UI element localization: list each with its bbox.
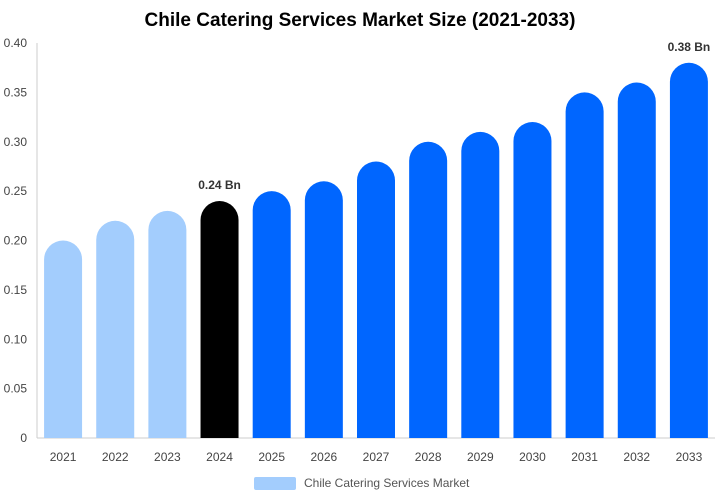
x-tick-label: 2029 [467, 450, 494, 464]
bar-2032[interactable] [617, 82, 656, 439]
x-tick-label: 2030 [519, 450, 546, 464]
legend[interactable]: Chile Catering Services Market [254, 476, 469, 490]
y-tick-label: 0 [20, 431, 27, 445]
x-tick-label: 2024 [206, 450, 233, 464]
y-tick-label: 0.25 [4, 184, 28, 198]
x-tick-label: 2021 [50, 450, 77, 464]
legend-swatch [254, 476, 296, 490]
x-tick-label: 2023 [154, 450, 181, 464]
x-tick-label: 2026 [310, 450, 337, 464]
bar-2027[interactable] [357, 161, 395, 439]
x-tick-label: 2033 [676, 450, 703, 464]
bar-2033[interactable] [669, 62, 708, 438]
x-tick-label: 2028 [415, 450, 442, 464]
chart-title: Chile Catering Services Market Size (202… [144, 10, 576, 31]
bar-2030[interactable] [513, 122, 552, 438]
y-tick-label: 0.20 [4, 234, 28, 248]
bar-2022[interactable] [96, 220, 135, 438]
x-tick-label: 2022 [102, 450, 129, 464]
y-tick-label: 0.30 [4, 135, 28, 149]
data-label-2033: 0.38 Bn [668, 40, 711, 54]
x-tick-label: 2032 [623, 450, 650, 464]
y-tick-label: 0.15 [4, 283, 28, 297]
legend-label: Chile Catering Services Market [304, 476, 470, 490]
bar-2028[interactable] [409, 141, 448, 438]
data-label-2024: 0.24 Bn [198, 178, 241, 192]
x-tick-label: 2027 [363, 450, 390, 464]
bar-2024[interactable] [200, 201, 239, 438]
y-tick-label: 0.35 [4, 85, 28, 99]
y-tick-label: 0.10 [4, 332, 28, 346]
bar-2025[interactable] [252, 191, 291, 438]
bar-2029[interactable] [461, 131, 500, 438]
y-tick-label: 0.05 [4, 382, 28, 396]
x-tick-label: 2025 [258, 450, 285, 464]
bar-2021[interactable] [44, 240, 83, 439]
bar-2031[interactable] [565, 92, 604, 438]
bar-2026[interactable] [304, 181, 343, 438]
y-tick-label: 0.40 [4, 36, 28, 50]
bar-2023[interactable] [148, 210, 187, 438]
x-tick-label: 2031 [571, 450, 598, 464]
